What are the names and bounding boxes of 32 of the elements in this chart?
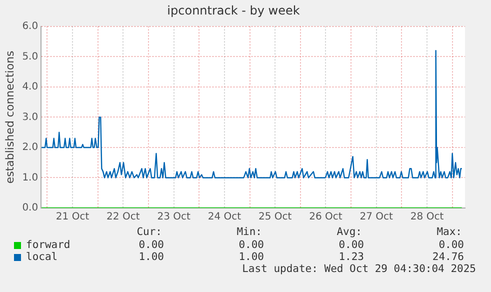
text: Avg: [336, 226, 362, 238]
text: Cur: [136, 226, 162, 238]
y-axis-title: established connections [3, 50, 16, 184]
text: 1.00 [138, 251, 164, 263]
y-tick-label: 2.0 [22, 142, 38, 154]
text: 1.00 [238, 251, 264, 263]
text: 24.76 [432, 251, 464, 263]
x-tick-label: 25 Oct [258, 212, 292, 223]
text: Min: [236, 226, 262, 238]
text: 0.00 [238, 239, 264, 251]
text: Max: [436, 226, 462, 238]
text: 0.00 [438, 239, 464, 251]
x-tick-label: 24 Oct [208, 212, 242, 223]
y-tick-label: 3.0 [22, 112, 38, 123]
x-tick-label: 21 Oct [56, 212, 90, 223]
text: Last update: Wed Oct 29 04:30:04 2025 [242, 263, 476, 275]
y-tick-label: 6.0 [22, 20, 38, 32]
x-tick-label: 23 Oct [157, 212, 190, 223]
y-tick-label: 5.0 [22, 51, 38, 62]
text: 0.00 [338, 239, 364, 251]
x-tick-label: 22 Oct [106, 212, 140, 223]
text: 1.23 [338, 251, 364, 263]
chart-title: ipconntrack - by week [167, 3, 300, 18]
text: 0.00 [138, 239, 164, 251]
x-tick-label: 27 Oct [360, 212, 394, 223]
x-tick-label: 26 Oct [309, 212, 342, 223]
legend-label: local [26, 251, 58, 263]
y-tick-label: 1.0 [22, 172, 38, 184]
y-tick-label: 0.0 [22, 202, 38, 214]
x-tick-label: 28 Oct [410, 212, 444, 223]
y-tick-label: 4.0 [22, 82, 38, 93]
legend-label: forward [26, 239, 70, 251]
